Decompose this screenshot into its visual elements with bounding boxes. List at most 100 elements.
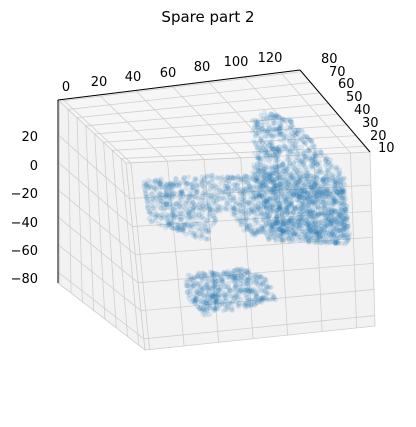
voxel-point [252,133,258,139]
voxel-point [225,174,231,180]
voxel-point [323,157,329,163]
voxel-point [255,127,262,134]
voxel-point [234,182,241,188]
voxel-point [254,122,260,128]
voxel-point [305,134,311,140]
voxel-point [200,194,206,200]
voxel-point [143,194,149,200]
voxel-point [170,213,177,219]
voxel-point [308,200,314,206]
voxel-point [176,202,182,208]
voxel-point [225,185,231,191]
voxel-point [263,177,269,183]
voxel-point [308,208,314,214]
voxel-point [226,202,232,208]
voxel-point [267,187,273,193]
voxel-point [315,235,321,241]
voxel-point [275,113,281,119]
voxel-point [323,215,329,221]
voxel-point [178,214,184,220]
voxel-point [253,203,259,209]
voxel-point [268,209,274,215]
voxel-point [324,240,330,246]
voxel-point [308,183,314,189]
voxel-point [292,166,298,172]
voxel-point [304,189,310,195]
voxel-point [211,283,217,289]
voxel-point [270,222,276,228]
y-tick-label: 40 [354,103,371,118]
voxel-point [263,277,269,283]
voxel-point [245,276,251,282]
voxel-point [179,188,185,195]
voxel-point [267,141,273,147]
voxel-point [213,198,219,205]
voxel-point [277,200,283,206]
voxel-point [278,218,284,225]
voxel-point [190,281,196,287]
voxel-point [317,163,323,169]
voxel-point [271,114,277,120]
voxel-point [311,183,317,189]
voxel-point [281,220,287,227]
voxel-point [336,193,342,199]
voxel-point [267,222,273,228]
voxel-point [297,178,303,184]
voxel-point [341,226,347,232]
voxel-point [262,157,268,163]
voxel-point [189,202,195,208]
voxel-point [167,190,173,197]
voxel-point [228,190,234,196]
voxel-point [294,222,300,228]
voxel-point [345,237,351,243]
voxel-point [306,197,312,203]
voxel-point [298,158,304,164]
voxel-point [206,228,212,234]
voxel-point [169,187,175,193]
voxel-point [277,236,283,242]
voxel-point [272,196,278,202]
voxel-point [201,201,207,207]
voxel-point [306,199,312,205]
voxel-point [158,198,164,204]
voxel-point [260,200,266,206]
voxel-point [165,222,172,228]
voxel-point [237,208,243,214]
voxel-point [284,163,290,170]
voxel-point [315,212,321,218]
voxel-point [208,193,214,200]
voxel-point [272,120,278,126]
voxel-point [255,210,261,216]
voxel-point [146,216,153,222]
voxel-point [318,228,324,234]
voxel-point [258,210,264,216]
grid-line [57,244,374,312]
voxel-point [216,204,222,210]
voxel-point [157,184,163,190]
voxel-point [277,227,283,233]
voxel-point [189,207,196,213]
voxel-point [343,207,349,213]
voxel-point [186,195,193,201]
voxel-point [273,183,279,189]
voxel-point [214,174,220,180]
voxel-point [312,182,318,188]
voxel-point [241,202,247,209]
voxel-point [266,197,272,203]
voxel-point [334,189,340,195]
voxel-point [233,182,239,188]
voxel-point [229,188,235,194]
voxel-point [247,184,253,190]
voxel-point [330,200,336,206]
z-tick-label: 20 [21,130,38,145]
voxel-point [305,191,311,197]
voxel-point [278,204,284,210]
voxel-point [170,211,176,217]
voxel-point [273,194,279,200]
voxel-point [330,207,336,213]
voxel-point [246,223,252,229]
voxel-point [229,197,235,203]
voxel-point [189,181,196,187]
voxel-point [340,218,346,224]
voxel-point [328,161,334,168]
